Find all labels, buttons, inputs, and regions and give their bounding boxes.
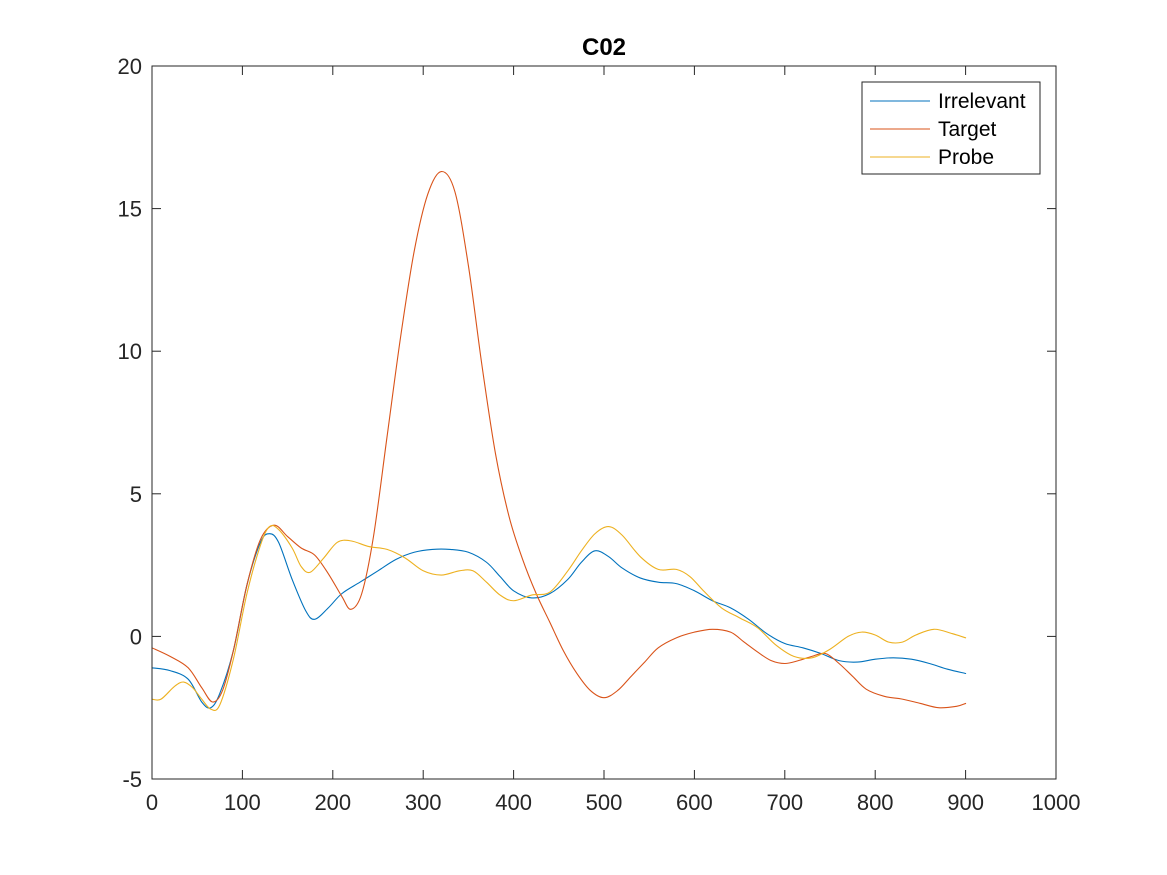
legend-label-probe: Probe <box>938 146 994 169</box>
y-tick-label: 5 <box>130 482 142 507</box>
legend-label-target: Target <box>938 118 997 141</box>
legend-box <box>861 81 1041 175</box>
y-tick-label: 20 <box>118 54 142 79</box>
y-tick-label: -5 <box>122 767 142 792</box>
x-tick-label: 300 <box>405 790 442 815</box>
x-tick-label: 600 <box>676 790 713 815</box>
ticks-layer: 0 100 200 300 400 500 600 700 800 900 1000-5051015… <box>118 54 1081 815</box>
x-tick-label: 700 <box>766 790 803 815</box>
x-tick-label: 200 <box>314 790 351 815</box>
y-tick-label: 0 <box>130 624 142 649</box>
y-tick-label: 10 <box>118 339 142 364</box>
series-line-probe <box>151 524 967 712</box>
y-tick-label: 15 <box>118 197 142 222</box>
x-tick-label: 800 <box>857 790 894 815</box>
x-tick-label: 0 <box>146 790 158 815</box>
legend-label-irrelevant: Irrelevant <box>938 90 1026 113</box>
series-layer <box>151 170 967 712</box>
x-tick-label: 100 <box>224 790 261 815</box>
x-tick-label: 900 <box>947 790 984 815</box>
x-tick-label: 1000 <box>1032 790 1081 815</box>
x-tick-label: 500 <box>586 790 623 815</box>
x-tick-label: 400 <box>495 790 532 815</box>
chart-title: C02 <box>582 34 626 61</box>
series-line-target <box>151 170 967 709</box>
axes-box <box>151 65 1057 780</box>
legend: Irrelevant Target Probe <box>861 81 1041 175</box>
